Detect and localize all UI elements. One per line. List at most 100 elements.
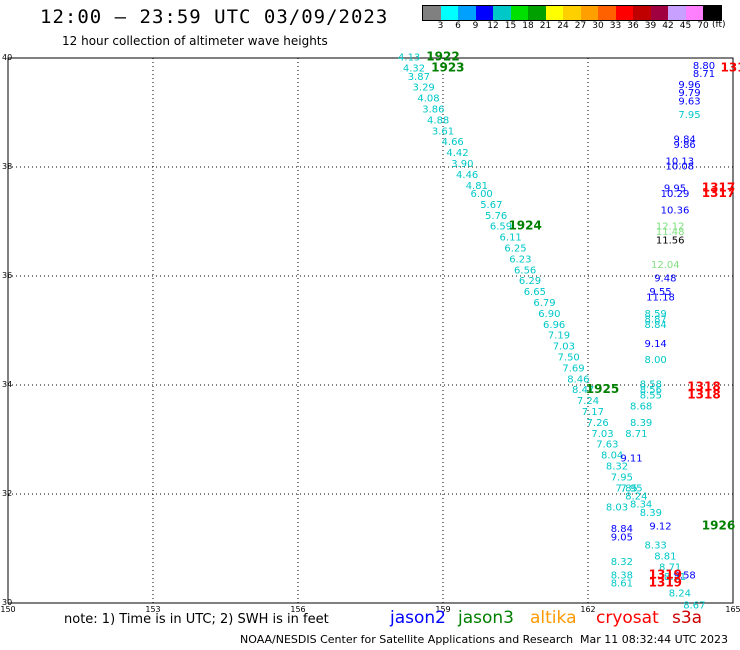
- wave-height-label: 7.19: [548, 331, 570, 342]
- wave-height-label: 4.13: [398, 53, 420, 64]
- legend-item-s3a: s3a: [672, 608, 703, 628]
- color-scale-swatch: [440, 6, 458, 20]
- wave-height-label: 7.95: [678, 110, 700, 121]
- wave-height-label: 7.17: [582, 407, 604, 418]
- wave-height-label: 8.55: [640, 391, 662, 402]
- color-scale-bar: [422, 5, 722, 21]
- wave-height-label: 8.32: [611, 557, 633, 568]
- wave-height-label: 7.50: [558, 352, 580, 363]
- wave-height-label: 7.85: [616, 483, 638, 494]
- y-tick-label: 38: [2, 162, 12, 171]
- color-scale-swatch: [703, 6, 721, 20]
- color-scale-label: 42: [662, 21, 674, 31]
- color-scale-label: 6: [455, 21, 461, 31]
- wave-height-label: 9.95: [664, 184, 686, 195]
- color-scale-label: 21: [539, 21, 552, 31]
- wave-height-label: 3.29: [413, 83, 435, 94]
- wave-height-label: 11.56: [656, 235, 685, 246]
- wave-height-label: 9.11: [620, 453, 642, 464]
- color-scale-swatch: [510, 6, 528, 20]
- color-scale-swatch: [475, 6, 493, 20]
- color-scale-label: 33: [609, 21, 622, 31]
- wave-height-label: 6.29: [519, 276, 541, 287]
- wave-height-label: 4.81: [466, 181, 488, 192]
- wave-height-label: 4.32: [403, 64, 425, 75]
- legend-item-altika: altika: [530, 608, 577, 628]
- wave-height-label: 8.21: [664, 572, 686, 583]
- color-scale-swatch: [545, 6, 563, 20]
- pass-id-label: 1923: [431, 61, 464, 75]
- wave-height-label: 3.86: [422, 105, 444, 116]
- wave-height-label: 10.29: [661, 189, 690, 200]
- wave-height-label: 8.87: [645, 314, 667, 325]
- wave-height-label: 3.87: [408, 72, 430, 83]
- wave-height-label: 6.59: [490, 222, 512, 233]
- wave-height-label: 9.84: [674, 134, 696, 145]
- wave-height-label: 5.76: [485, 211, 507, 222]
- color-scale-swatch: [685, 6, 703, 20]
- wave-height-label: 11.18: [646, 293, 675, 304]
- wave-height-label: 8.58: [640, 380, 662, 391]
- wave-height-label: 8.61: [611, 579, 633, 590]
- footer-timestamp: Mar 11 08:32:44 UTC 2023: [580, 633, 728, 646]
- wave-height-label: 8.39: [640, 508, 662, 519]
- wave-height-label: 8.71: [693, 69, 715, 80]
- footer-credit: NOAA/NESDIS Center for Satellite Applica…: [240, 633, 574, 646]
- wave-height-label: 6.25: [504, 243, 526, 254]
- wave-height-label: 5.67: [480, 200, 502, 211]
- wave-height-label: 8.84: [645, 320, 667, 331]
- wave-height-label: 9.12: [649, 521, 671, 532]
- color-scale-swatch: [615, 6, 633, 20]
- y-tick-label: 36: [2, 271, 12, 280]
- wave-height-label: 8.84: [611, 524, 633, 535]
- wave-height-label: 8.71: [625, 429, 647, 440]
- chart-title: 12:00 – 23:59 UTC 03/09/2023: [40, 6, 389, 28]
- wave-height-label: 8.34: [630, 500, 652, 511]
- wave-height-label: 6.23: [509, 254, 531, 265]
- color-scale-label: 12: [487, 21, 499, 31]
- color-scale-label: 24: [557, 21, 569, 31]
- wave-height-label: 9.96: [678, 80, 700, 91]
- color-scale-label: 39: [644, 21, 657, 31]
- wave-height-label: 7.03: [553, 342, 575, 353]
- wave-height-label: 12.04: [651, 260, 680, 271]
- wave-height-label: 7.95: [611, 472, 633, 483]
- wave-height-label: 8.04: [601, 451, 623, 462]
- y-tick-label: 34: [2, 380, 12, 389]
- wave-height-label: 8.38: [611, 570, 633, 581]
- wave-height-label: 8.24: [625, 491, 647, 502]
- wave-height-label: 8.03: [606, 502, 628, 513]
- wave-height-label: 10.13: [666, 156, 695, 167]
- wave-height-label: 8.46: [567, 374, 589, 385]
- color-scale-swatch: [563, 6, 581, 20]
- y-tick-label: 40: [2, 53, 12, 62]
- color-scale-label: 27: [574, 21, 587, 31]
- color-scale-swatch: [598, 6, 616, 20]
- wave-height-label: 8.68: [630, 402, 652, 413]
- wave-height-label: 7.69: [562, 363, 584, 374]
- wave-height-label: 8.39: [630, 418, 652, 429]
- wave-height-label: 6.96: [543, 320, 565, 331]
- wave-height-label: 10.08: [666, 162, 695, 173]
- wave-height-label: 4.42: [446, 148, 468, 159]
- legend-item-jason2: jason2: [390, 608, 446, 628]
- color-scale-label: 36: [627, 21, 639, 31]
- pass-id-label: 1318: [687, 379, 720, 393]
- wave-height-label: 7.63: [596, 440, 618, 451]
- pass-id-label: 1925: [586, 382, 619, 396]
- wave-height-label: 12.12: [656, 222, 685, 233]
- wave-height-label: 6.65: [524, 287, 546, 298]
- wave-height-label: 8.00: [645, 355, 667, 366]
- wave-height-label: 9.55: [649, 287, 671, 298]
- footer-note: note: 1) Time is in UTC; 2) SWH is in fe…: [64, 612, 329, 627]
- color-scale-label: 15: [504, 21, 517, 31]
- wave-height-label: 6.79: [533, 298, 555, 309]
- wave-height-label: 8.33: [645, 541, 667, 552]
- wave-height-label: 9.86: [674, 140, 696, 151]
- color-scale-swatch: [580, 6, 598, 20]
- color-scale-unit: (ft): [712, 20, 726, 30]
- wave-height-label: 4.66: [442, 137, 464, 148]
- wave-height-label: 6.00: [471, 189, 493, 200]
